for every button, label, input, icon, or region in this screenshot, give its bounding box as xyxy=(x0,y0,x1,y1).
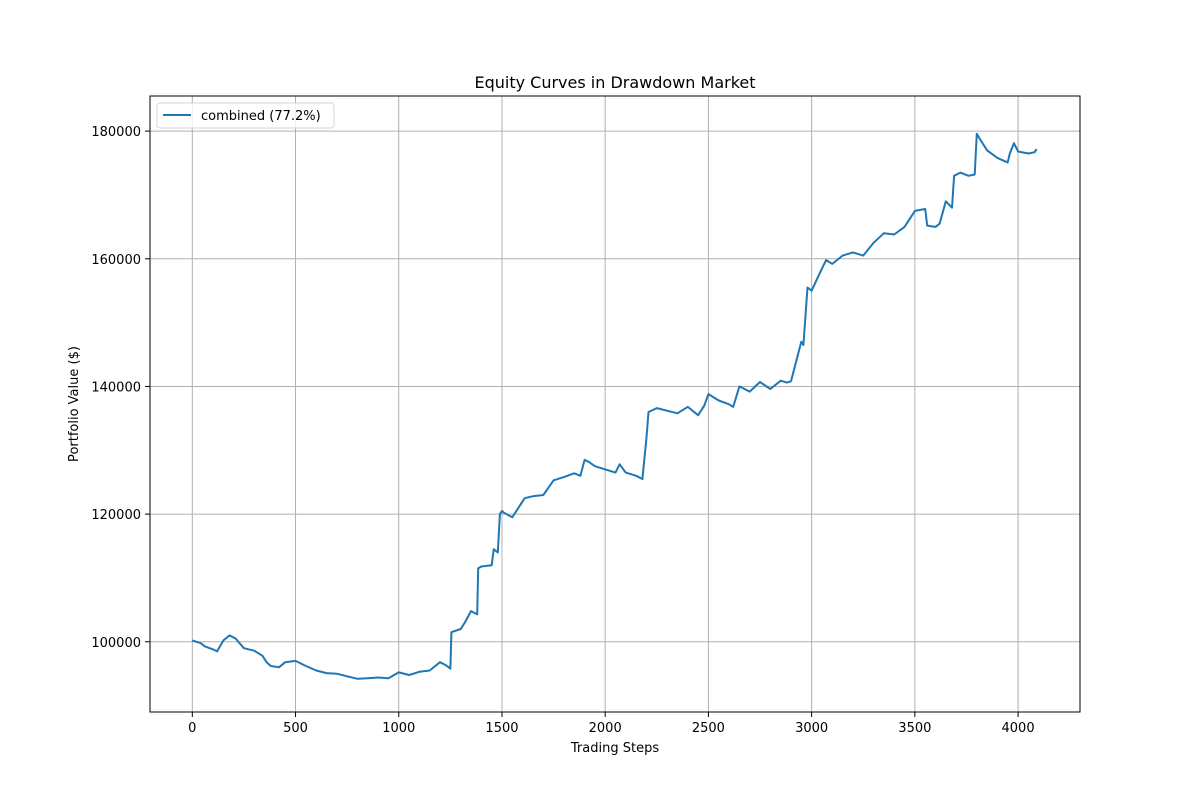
x-tick-label: 2000 xyxy=(589,721,622,736)
y-tick-label: 180000 xyxy=(91,125,141,140)
x-tick-label: 0 xyxy=(188,721,196,736)
legend-box xyxy=(156,102,335,129)
plot-frame xyxy=(149,95,1081,713)
y-tick-label: 100000 xyxy=(91,636,141,651)
x-tick-label: 2500 xyxy=(692,721,725,736)
series-line-combined xyxy=(192,132,1038,680)
chart-title: Equity Curves in Drawdown Market xyxy=(474,73,755,92)
x-tick-label: 4000 xyxy=(1002,721,1035,736)
x-tick-label: 1000 xyxy=(382,721,415,736)
x-tick-label: 1500 xyxy=(485,721,518,736)
legend-entry-combined: combined (77.2%) xyxy=(201,109,321,124)
y-tick-label: 160000 xyxy=(91,253,141,268)
x-tick-label: 3000 xyxy=(795,721,828,736)
x-axis-label: Trading Steps xyxy=(570,741,659,756)
legend: combined (77.2%) xyxy=(156,102,335,129)
axis-ticks: 0 500 1000 1500 2000 2500 3000 3500 4000 100000 12… xyxy=(91,125,1034,736)
x-tick-label: 500 xyxy=(283,721,308,736)
y-tick-label: 140000 xyxy=(91,380,141,395)
series-layer xyxy=(192,132,1038,680)
y-axis-label: Portfolio Value ($) xyxy=(67,346,82,462)
y-tick-label: 120000 xyxy=(91,508,141,523)
x-tick-label: 3500 xyxy=(898,721,931,736)
grid xyxy=(150,96,1080,712)
